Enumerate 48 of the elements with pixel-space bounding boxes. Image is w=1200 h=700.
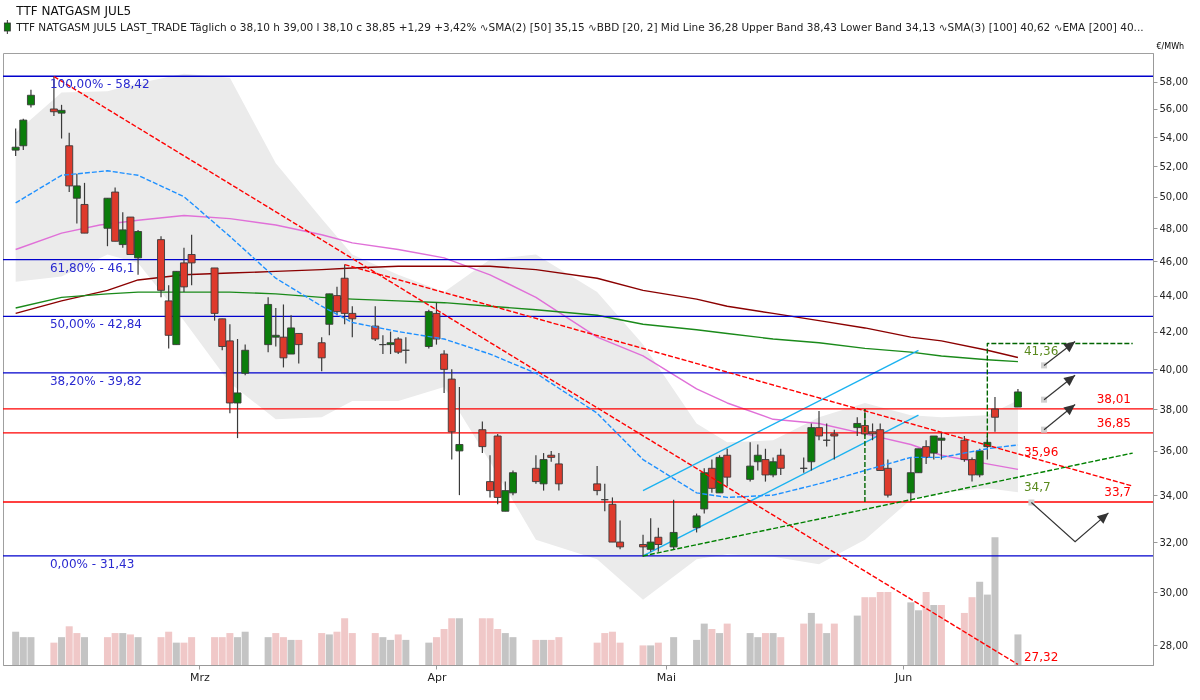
candlestick: [317, 336, 326, 372]
y-tick-label: 46,00: [1159, 255, 1189, 267]
annotation: 27,32: [1023, 650, 1059, 665]
annotation: 41,36: [1023, 344, 1059, 359]
y-tick-label: 34,00: [1159, 489, 1189, 501]
x-tick-label: Jun: [894, 670, 913, 684]
candlestick: [440, 349, 449, 394]
y-tick-label: 44,00: [1159, 290, 1189, 302]
y-axis-title: €/MWh: [1156, 41, 1185, 51]
y-tick-label: 52,00: [1159, 160, 1189, 172]
candlestick: [830, 429, 839, 461]
candlestick: [478, 420, 487, 454]
y-tick-label: 50,00: [1159, 191, 1189, 203]
annotation: 34,7: [1023, 480, 1051, 495]
y-tick-label: 36,00: [1159, 445, 1189, 457]
y-tick-label: 32,00: [1159, 536, 1189, 548]
ref-line-label: 38,01: [1096, 391, 1131, 406]
y-tick-label: 48,00: [1159, 222, 1189, 234]
candlestick: [746, 441, 755, 483]
x-tick-label: Mrz: [189, 670, 210, 684]
x-tick-label: Mai: [656, 670, 677, 684]
y-tick-label: 56,00: [1159, 103, 1189, 115]
annotation: 61,80% - 46,1: [49, 260, 135, 275]
candlestick: [991, 396, 999, 433]
y-tick-label: 40,00: [1159, 363, 1189, 375]
candlestick: [554, 452, 563, 492]
y-tick-label: 58,00: [1159, 76, 1189, 88]
candlestick: [371, 305, 380, 342]
y-tick-label: 38,00: [1159, 403, 1189, 415]
annotation: 50,00% - 42,84: [49, 317, 142, 332]
annotation: 38,20% - 39,82: [49, 373, 142, 388]
y-tick-label: 42,00: [1159, 326, 1189, 338]
candlestick: [593, 465, 602, 496]
candlestick: [1013, 388, 1022, 408]
candlestick: [692, 512, 701, 534]
candlestick: [669, 499, 678, 550]
candlestick: [241, 344, 250, 376]
y-tick-label: 30,00: [1159, 586, 1189, 598]
ref-line-label: 36,85: [1096, 415, 1131, 430]
annotation: 0,00% - 31,43: [49, 556, 135, 571]
y-tick-label: 54,00: [1159, 131, 1189, 143]
annotation: 35,96: [1023, 444, 1059, 459]
x-tick-label: Apr: [427, 670, 447, 684]
y-tick-label: 28,00: [1159, 639, 1189, 651]
candlestick: [455, 386, 464, 496]
ref-line-label: 33,7: [1104, 485, 1131, 500]
chart-subtitle: TTF NATGASM JUL5 LAST_TRADE Täglich o 38,10 h 39,00 l 38,10 c 38,85 +1,29 +3,42% ∿SMA(2) [50] 35,15 ∿BBD [20, 2] Mid Line 36,28 Upper Band 38,43 Lower Band 34,13 ∿SMA(3) [100] 40,62 ∿EMA [200] 40...: [15, 20, 1144, 34]
chart-title: TTF NATGASM JUL5: [15, 3, 132, 18]
